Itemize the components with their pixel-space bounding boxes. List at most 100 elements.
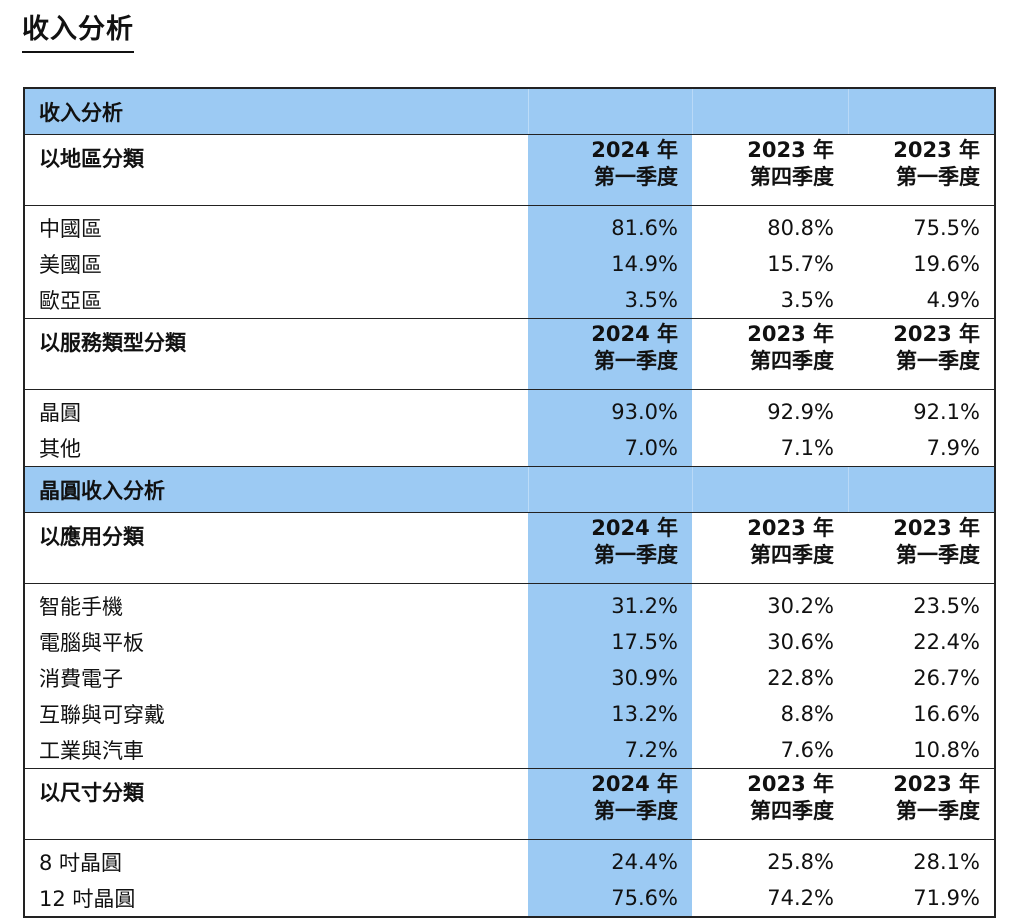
period-quarter: 第一季度 bbox=[896, 543, 980, 567]
period-year: 2023 年 bbox=[747, 772, 834, 796]
table-row: 中國區 81.6% 80.8% 75.5% bbox=[24, 205, 995, 246]
value-cell: 74.2% bbox=[692, 880, 848, 918]
value-cell: 7.2% bbox=[528, 732, 692, 769]
band-cell bbox=[847, 466, 995, 513]
group-title: 以尺寸分類 bbox=[24, 768, 528, 840]
period-year: 2023 年 bbox=[893, 322, 980, 346]
period-header: 2023 年第一季度 bbox=[848, 512, 995, 584]
value-cell: 8.8% bbox=[780, 702, 834, 726]
period-year: 2024 年 bbox=[591, 138, 678, 162]
period-header: 2023 年第四季度 bbox=[692, 134, 848, 206]
value-cell: 31.2% bbox=[528, 583, 692, 624]
period-year: 2024 年 bbox=[591, 516, 678, 540]
period-header: 2024 年第一季度 bbox=[528, 134, 692, 206]
period-year: 2023 年 bbox=[747, 516, 834, 540]
value-cell: 7.9% bbox=[848, 430, 995, 467]
value-cell: 30.9% bbox=[528, 660, 692, 696]
period-header: 2023 年第四季度 bbox=[692, 512, 848, 584]
period-quarter: 第一季度 bbox=[594, 349, 678, 373]
table-row: 晶圓 93.0% 92.9% 92.1% bbox=[24, 389, 995, 430]
section-title: 收入分析 bbox=[24, 88, 528, 135]
period-year: 2024 年 bbox=[591, 772, 678, 796]
period-header: 2024 年第一季度 bbox=[528, 318, 692, 390]
band-cell bbox=[691, 88, 848, 135]
value-cell: 3.5% bbox=[528, 282, 692, 319]
value-cell: 93.0% bbox=[528, 389, 692, 430]
table-row: 電腦與平板 17.5% 30.6% 22.4% bbox=[24, 624, 995, 660]
table-row: 8 吋晶圓 24.4% 25.8% 28.1% bbox=[24, 839, 995, 880]
value-cell: 15.7% bbox=[767, 252, 834, 276]
row-label: 晶圓 bbox=[39, 401, 81, 425]
period-year: 2023 年 bbox=[893, 772, 980, 796]
period-quarter: 第四季度 bbox=[750, 165, 834, 189]
row-label: 工業與汽車 bbox=[24, 732, 528, 769]
value-cell: 75.6% bbox=[528, 880, 692, 918]
value-cell: 3.5% bbox=[692, 282, 848, 319]
row-label: 消費電子 bbox=[39, 667, 123, 691]
value-cell: 14.9% bbox=[528, 246, 692, 282]
group-header-row: 以服務類型分類 2024 年第一季度 2023 年第四季度 2023 年第一季度 bbox=[24, 318, 995, 390]
period-header: 2024 年第一季度 bbox=[528, 768, 692, 840]
section-title: 晶圓收入分析 bbox=[24, 466, 528, 513]
value-cell: 23.5% bbox=[913, 594, 980, 618]
band-cell bbox=[691, 466, 848, 513]
table-row: 消費電子 30.9% 22.8% 26.7% bbox=[24, 660, 995, 696]
value-cell: 92.1% bbox=[913, 400, 980, 424]
row-label: 8 吋晶圓 bbox=[39, 851, 123, 875]
period-quarter: 第一季度 bbox=[896, 799, 980, 823]
group-header-row: 以地區分類 2024 年第一季度 2023 年第四季度 2023 年第一季度 bbox=[24, 134, 995, 206]
period-quarter: 第四季度 bbox=[750, 349, 834, 373]
table-row: 歐亞區 3.5% 3.5% 4.9% bbox=[24, 282, 995, 319]
row-label: 互聯與可穿戴 bbox=[39, 703, 165, 727]
section-band-row: 晶圓收入分析 bbox=[24, 466, 995, 513]
value-cell: 4.9% bbox=[848, 282, 995, 319]
group-title: 以地區分類 bbox=[24, 134, 528, 206]
row-label: 其他 bbox=[24, 430, 528, 467]
value-cell: 30.2% bbox=[767, 594, 834, 618]
period-header: 2023 年第四季度 bbox=[692, 768, 848, 840]
table-row: 工業與汽車 7.2% 7.6% 10.8% bbox=[24, 732, 995, 769]
value-cell: 25.8% bbox=[767, 850, 834, 874]
section-band-row: 收入分析 bbox=[24, 88, 995, 135]
period-year: 2023 年 bbox=[893, 138, 980, 162]
table-row: 互聯與可穿戴 13.2% 8.8% 16.6% bbox=[24, 696, 995, 732]
row-label: 美國區 bbox=[39, 253, 102, 277]
period-quarter: 第一季度 bbox=[896, 165, 980, 189]
period-quarter: 第一季度 bbox=[896, 349, 980, 373]
value-cell: 19.6% bbox=[913, 252, 980, 276]
row-label: 智能手機 bbox=[39, 595, 123, 619]
row-label: 歐亞區 bbox=[24, 282, 528, 319]
revenue-analysis-table: 收入分析 以地區分類 2024 年第一季度 2023 年第四季度 2023 年第一季度中… bbox=[23, 87, 996, 918]
period-quarter: 第四季度 bbox=[750, 799, 834, 823]
table-row: 美國區 14.9% 15.7% 19.6% bbox=[24, 246, 995, 282]
group-title: 以應用分類 bbox=[24, 512, 528, 584]
value-cell: 22.8% bbox=[767, 666, 834, 690]
revenue-table-body: 收入分析 以地區分類 2024 年第一季度 2023 年第四季度 2023 年第一季度中… bbox=[24, 88, 995, 918]
value-cell: 75.5% bbox=[913, 216, 980, 240]
group-header-row: 以尺寸分類 2024 年第一季度 2023 年第四季度 2023 年第一季度 bbox=[24, 768, 995, 840]
row-label: 中國區 bbox=[39, 217, 102, 241]
period-quarter: 第一季度 bbox=[594, 543, 678, 567]
band-cell bbox=[527, 466, 692, 513]
period-header: 2023 年第一季度 bbox=[848, 318, 995, 390]
value-cell: 7.6% bbox=[692, 732, 848, 769]
period-header: 2023 年第一季度 bbox=[848, 768, 995, 840]
table-row: 12 吋晶圓 75.6% 74.2% 71.9% bbox=[24, 880, 995, 918]
period-header: 2023 年第四季度 bbox=[692, 318, 848, 390]
row-label: 12 吋晶圓 bbox=[24, 880, 528, 918]
value-cell: 16.6% bbox=[913, 702, 980, 726]
value-cell: 7.1% bbox=[692, 430, 848, 467]
value-cell: 7.0% bbox=[528, 430, 692, 467]
value-cell: 17.5% bbox=[528, 624, 692, 660]
value-cell: 30.6% bbox=[767, 630, 834, 654]
period-quarter: 第一季度 bbox=[594, 165, 678, 189]
period-quarter: 第四季度 bbox=[750, 543, 834, 567]
period-header: 2024 年第一季度 bbox=[528, 512, 692, 584]
value-cell: 13.2% bbox=[528, 696, 692, 732]
band-cell bbox=[847, 88, 995, 135]
value-cell: 24.4% bbox=[528, 839, 692, 880]
period-header: 2023 年第一季度 bbox=[848, 134, 995, 206]
period-quarter: 第一季度 bbox=[594, 799, 678, 823]
period-year: 2024 年 bbox=[591, 322, 678, 346]
value-cell: 80.8% bbox=[767, 216, 834, 240]
